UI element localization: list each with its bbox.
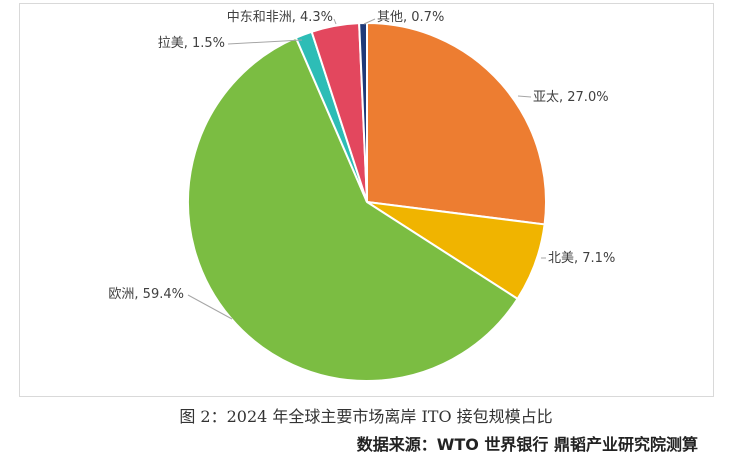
- pie-chart: 亚太, 27.0% 北美, 7.1% 欧洲, 59.4% 拉美, 1.5%中东和非洲,…: [108, 10, 615, 382]
- figure-caption: 图 2：2024 年全球主要市场离岸 ITO 接包规模占比: [179, 407, 553, 426]
- data-label-europe: 欧洲, 59.4%: [108, 287, 184, 302]
- pie-slice-asia-pacific: [366, 21, 547, 226]
- data-label-other: 其他, 0.7%: [377, 10, 444, 25]
- data-label-north-america: 北美, 7.1%: [548, 251, 615, 266]
- data-source: 数据来源：WTO 世界银行 鼎韬产业研究院测算: [356, 435, 698, 454]
- data-label-latin-america: 拉美, 1.5%: [158, 36, 225, 51]
- data-label-middle-east-africa: 中东和非洲, 4.3%: [227, 10, 333, 25]
- leader-line-other: [363, 18, 376, 25]
- data-label-asia-pacific: 亚太, 27.0%: [533, 90, 609, 105]
- leader-line-asia-pacific: [517, 95, 532, 98]
- leader-line-latin-america: [227, 39, 303, 45]
- leader-line-middle-east-africa: [333, 18, 337, 25]
- leader-line-europe: [187, 294, 233, 320]
